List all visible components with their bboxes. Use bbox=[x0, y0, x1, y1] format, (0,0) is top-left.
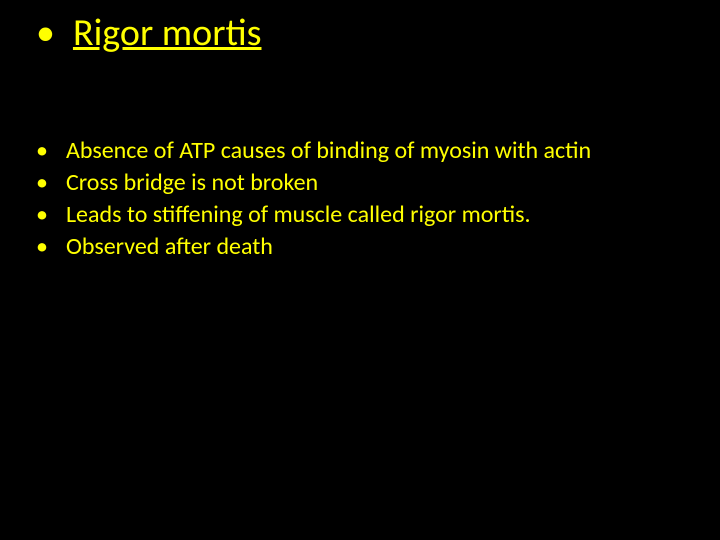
title-row: • Rigor mortis bbox=[30, 10, 690, 56]
list-item: • Leads to stiffening of muscle called r… bbox=[36, 200, 690, 230]
bullet-icon: • bbox=[36, 232, 48, 262]
bullet-icon: • bbox=[36, 200, 48, 230]
bullet-icon: • bbox=[36, 10, 55, 56]
list-item-text: Leads to stiffening of muscle called rig… bbox=[66, 200, 531, 230]
list-item-text: Observed after death bbox=[66, 232, 273, 262]
list-item-text: Absence of ATP causes of binding of myos… bbox=[66, 136, 591, 166]
slide-title: Rigor mortis bbox=[73, 10, 262, 56]
list-item: • Cross bridge is not broken bbox=[36, 168, 690, 198]
bullet-icon: • bbox=[36, 168, 48, 198]
list-item: • Observed after death bbox=[36, 232, 690, 262]
list-item-text: Cross bridge is not broken bbox=[66, 168, 318, 198]
bullet-icon: • bbox=[36, 136, 48, 166]
body-list: • Absence of ATP causes of binding of my… bbox=[36, 136, 690, 262]
slide-container: • Rigor mortis • Absence of ATP causes o… bbox=[0, 0, 720, 540]
list-item: • Absence of ATP causes of binding of my… bbox=[36, 136, 690, 166]
